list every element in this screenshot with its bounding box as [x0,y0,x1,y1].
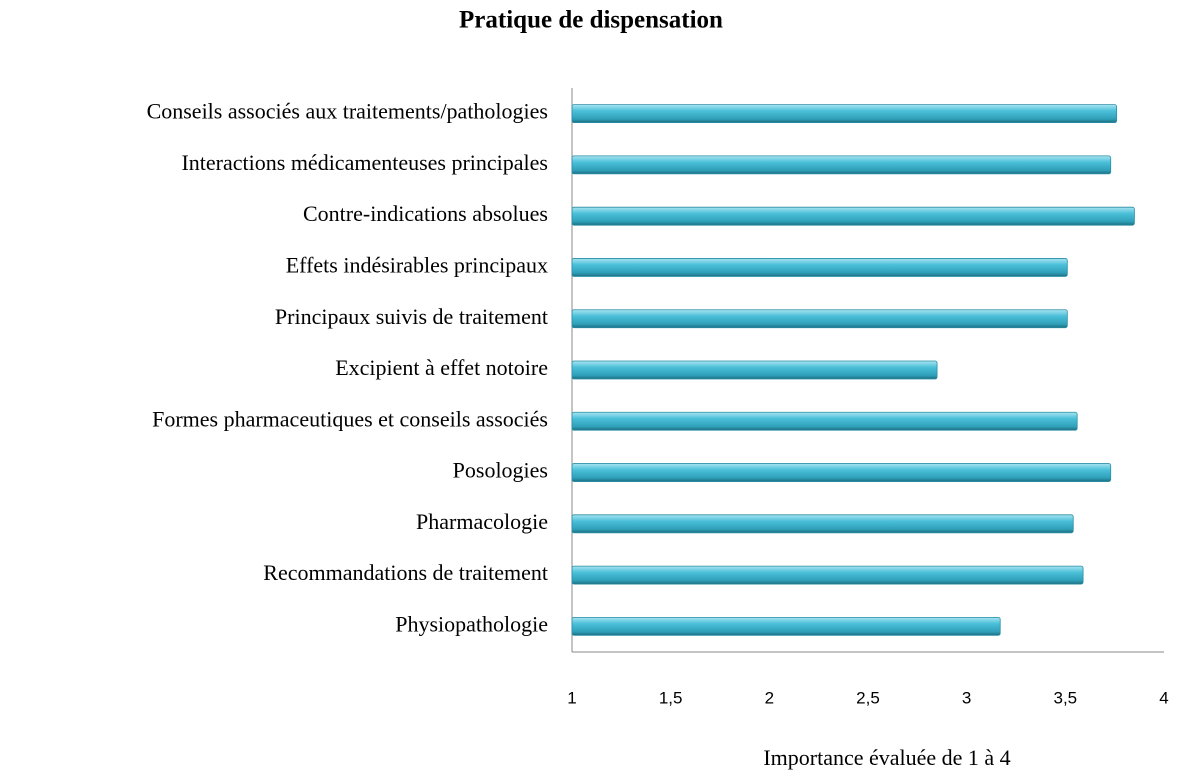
y-tick-label: Principaux suivis de traitement [275,304,548,329]
y-tick-label: Contre-indications absolues [303,201,548,226]
y-tick-label: Formes pharmaceutiques et conseils assoc… [152,406,548,431]
y-tick-label: Effets indésirables principaux [286,253,548,278]
y-tick-label: Recommandations de traitement [263,560,548,585]
x-tick-label: 2 [765,688,774,707]
y-tick-label: Conseils associés aux traitements/pathol… [147,99,548,124]
y-tick-label: Pharmacologie [416,509,548,534]
chart-title: Pratique de dispensation [459,7,723,34]
bar [571,514,1074,534]
bar [571,411,1078,431]
y-tick-label: Posologies [453,458,548,483]
bar [571,155,1112,175]
bar [571,206,1135,226]
x-tick-label: 4 [1159,688,1168,707]
x-tick-label: 3,5 [1054,688,1078,707]
x-tick-label: 3 [962,688,971,707]
x-tick-label: 1 [567,688,576,707]
x-tick-label: 1,5 [659,688,683,707]
bar [571,104,1118,124]
bar [571,463,1112,482]
y-tick-label: Excipient à effet notoire [335,355,548,380]
x-axis-label: Importance évaluée de 1 à 4 [763,745,1010,770]
bar [571,258,1068,277]
y-tick-label: Interactions médicamenteuses principales [181,150,548,175]
bar [571,565,1084,585]
x-tick-label: 2,5 [856,688,880,707]
y-tick-label: Physiopathologie [395,611,548,636]
bar [571,616,1001,636]
bar [571,360,938,380]
bar [571,309,1068,329]
